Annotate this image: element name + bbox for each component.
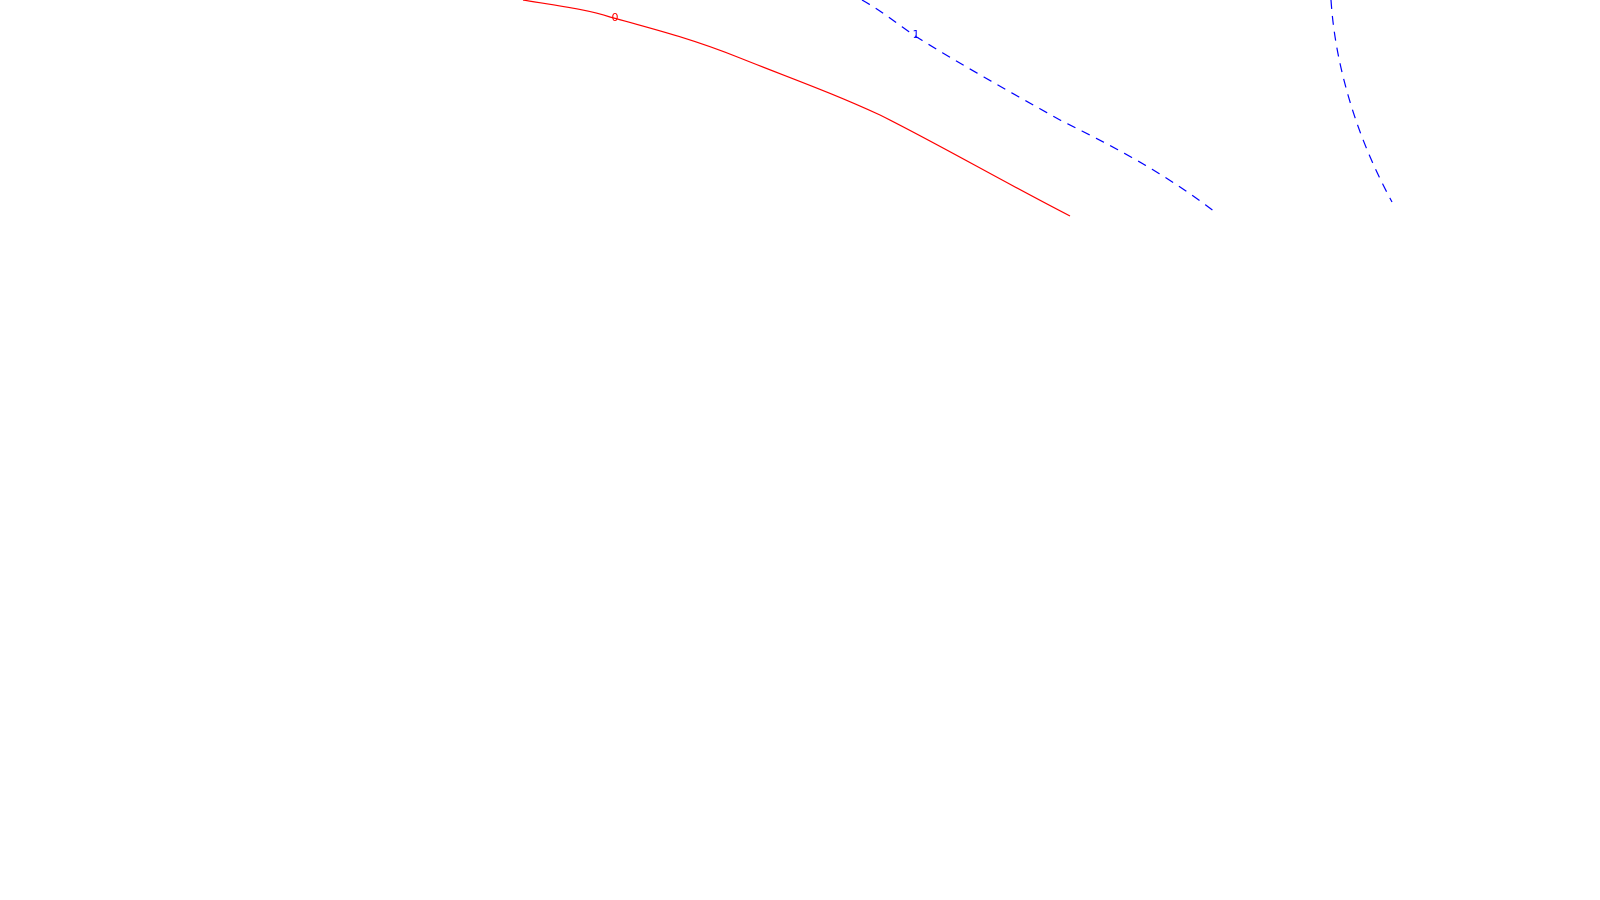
contour-line-level-1 (861, 0, 1216, 213)
contour-label-level-1: 1 (913, 28, 920, 41)
contour-label-level-0: 0 (612, 11, 619, 24)
contour-line-level-0 (522, 0, 1071, 217)
contour-line-right (1330, 0, 1393, 203)
